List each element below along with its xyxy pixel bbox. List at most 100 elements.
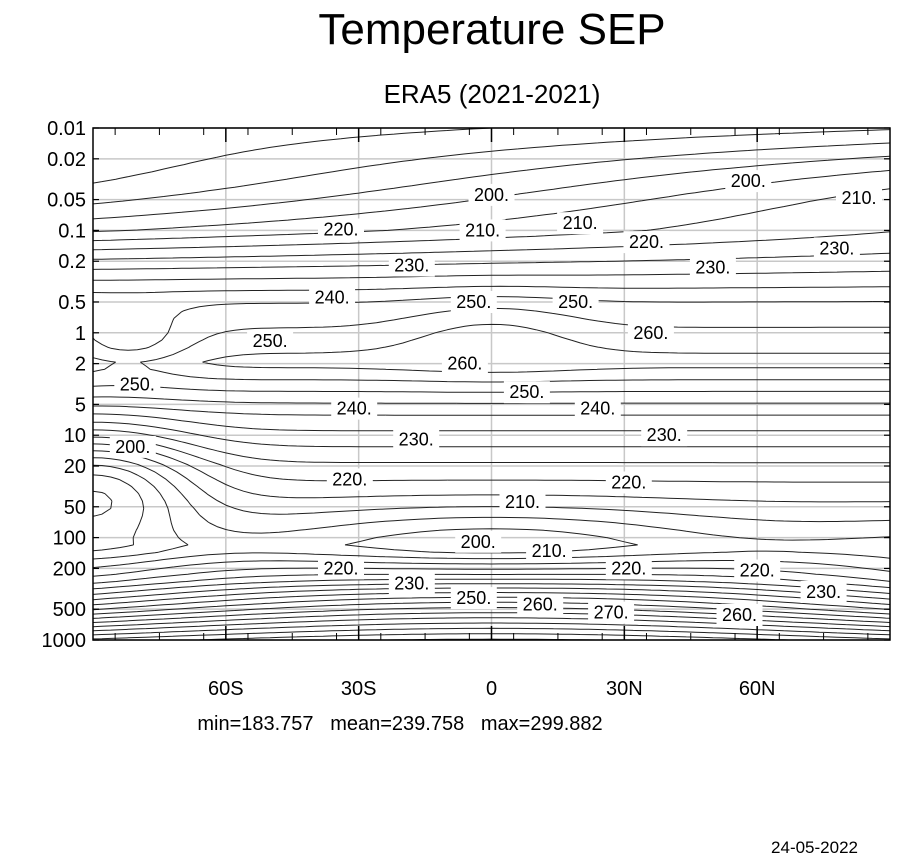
contour-label-bg xyxy=(725,170,772,193)
contour-line-205 xyxy=(92,129,891,569)
contour-label-text: 230. xyxy=(399,429,434,449)
contour-label: 220. xyxy=(605,471,652,494)
contour-line-195 xyxy=(92,474,145,552)
contour-label-bg xyxy=(331,397,378,420)
contour-label-bg xyxy=(499,491,546,514)
contour-label: 260. xyxy=(517,593,564,616)
contour-label-bg xyxy=(318,557,364,580)
contour-label-bg xyxy=(641,424,688,447)
contour-label-bg xyxy=(552,291,599,313)
contour-label: 220. xyxy=(605,557,652,580)
contour-label: 220. xyxy=(318,218,364,241)
contour-label-text: 230. xyxy=(806,582,841,602)
chart-title: Temperature SEP xyxy=(318,5,665,54)
y-tick-label: 0.5 xyxy=(58,292,86,314)
contour-label: 230. xyxy=(393,428,440,451)
contour-label-text: 200. xyxy=(115,437,150,457)
contour-label-bg xyxy=(393,428,440,451)
contour-label-bg xyxy=(455,530,502,553)
contour-label: 250. xyxy=(247,329,294,352)
contour-label-bg xyxy=(388,254,435,277)
contour-label-bg xyxy=(800,581,847,603)
contour-label-text: 240. xyxy=(580,399,615,419)
contour-label-bg xyxy=(627,321,674,344)
contour-label: 210. xyxy=(836,186,882,209)
y-tick-label: 500 xyxy=(53,599,86,621)
contour-line-230 xyxy=(92,231,891,601)
contour-label-text: 250. xyxy=(120,375,155,395)
contour-label: 260. xyxy=(716,604,763,626)
contour-label: 220. xyxy=(326,468,373,491)
contour-label-text: 220. xyxy=(611,473,646,493)
x-tick-label: 0 xyxy=(486,678,497,700)
contour-label-bg xyxy=(517,593,564,616)
contour-label-bg xyxy=(450,291,497,313)
contour-label-text: 230. xyxy=(695,257,730,277)
contour-label-bg xyxy=(503,381,550,404)
x-tick-label: 30S xyxy=(341,678,377,700)
contour-label-text: 230. xyxy=(394,256,429,276)
y-tick-label: 2 xyxy=(75,354,86,376)
contour-label-bg xyxy=(459,219,506,242)
contour-line-215 xyxy=(92,155,891,584)
contour-label-text: 240. xyxy=(315,287,350,307)
contour-label-bg xyxy=(689,256,736,279)
footer-date: 24-05-2022 xyxy=(771,838,858,857)
contour-label-text: 230. xyxy=(819,238,854,258)
contour-label-bg xyxy=(836,186,882,209)
contour-label-bg xyxy=(605,557,652,580)
contour-label: 250. xyxy=(552,291,599,313)
contour-label: 210. xyxy=(499,491,546,514)
contour-label: 240. xyxy=(309,286,356,309)
contour-label-text: 200. xyxy=(731,171,766,191)
y-tick-label: 1000 xyxy=(42,630,87,652)
contour-label-text: 210. xyxy=(505,492,540,512)
contour-line-250 xyxy=(92,296,891,619)
contour-label-text: 220. xyxy=(629,232,664,252)
contour-label: 200. xyxy=(455,530,502,553)
contour-label-text: 250. xyxy=(558,292,593,312)
contour-line-275 xyxy=(92,627,891,640)
contour-label: 210. xyxy=(526,539,573,562)
contour-label: 240. xyxy=(574,397,621,420)
contour-line-200 xyxy=(92,127,638,560)
contour-label: 220. xyxy=(318,557,364,580)
contour-label-text: 250. xyxy=(253,331,288,351)
contour-label: 250. xyxy=(450,587,497,610)
contour-label: 200. xyxy=(109,435,156,458)
contour-label-text: 230. xyxy=(647,425,682,445)
contour-label-text: 220. xyxy=(611,558,646,578)
contour-label-text: 240. xyxy=(337,399,372,419)
contour-label: 260. xyxy=(441,352,488,375)
y-tick-label: 0.01 xyxy=(47,118,86,140)
x-tick-label: 60N xyxy=(739,678,776,700)
contour-label: 210. xyxy=(459,219,506,242)
contour-label-text: 210. xyxy=(532,541,567,561)
contour-label-text: 220. xyxy=(323,558,358,578)
y-tick-label: 50 xyxy=(64,497,86,519)
contour-label-bg xyxy=(468,183,515,206)
y-tick-label: 200 xyxy=(53,558,86,580)
contour-label-text: 250. xyxy=(456,292,491,312)
contour-label-bg xyxy=(526,539,573,562)
contour-label: 230. xyxy=(388,572,435,595)
contour-line-270 xyxy=(92,622,891,636)
contour-label: 200. xyxy=(468,183,515,206)
axes: 60S 30S 0 30N 60N 0.01 0.02 0.05 0.1 0.2 0.5 1 2 5 10 2… xyxy=(42,118,891,700)
contour-label-bg xyxy=(247,329,294,352)
y-tick-label: 0.05 xyxy=(47,190,86,212)
contour-label-bg xyxy=(388,572,435,595)
contour-label: 230. xyxy=(800,581,847,603)
contour-label-text: 250. xyxy=(456,588,491,608)
contour-label: 270. xyxy=(588,601,635,624)
contour-label-text: 210. xyxy=(465,220,500,240)
contour-label-bg xyxy=(114,373,161,396)
contour-label-text: 210. xyxy=(563,213,598,233)
contour-label: 260. xyxy=(627,321,674,344)
contour-label-text: 260. xyxy=(447,354,482,374)
y-tick-label: 20 xyxy=(64,456,86,478)
y-tick-label: 100 xyxy=(53,528,86,550)
contour-label-text: 230. xyxy=(394,573,429,593)
contour-label: 230. xyxy=(689,256,736,279)
contour-label: 220. xyxy=(734,559,781,582)
